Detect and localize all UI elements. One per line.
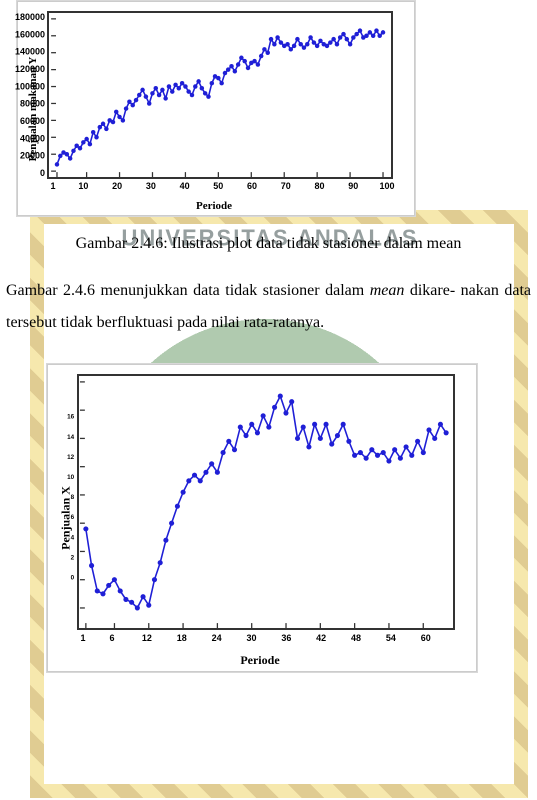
svg-text:12: 12 bbox=[67, 454, 75, 461]
svg-text:160000: 160000 bbox=[15, 29, 45, 39]
chart-2-container: Penjualan X 16121824303642485460 0246810… bbox=[46, 363, 478, 673]
svg-text:1: 1 bbox=[80, 633, 85, 643]
svg-text:0: 0 bbox=[40, 168, 45, 178]
svg-text:120000: 120000 bbox=[15, 64, 45, 74]
svg-text:6: 6 bbox=[110, 633, 115, 643]
svg-text:10: 10 bbox=[67, 474, 75, 481]
chart-2-svg bbox=[79, 376, 453, 628]
chart-2-plot-area bbox=[77, 374, 455, 630]
svg-text:30: 30 bbox=[246, 633, 256, 643]
svg-text:40: 40 bbox=[180, 181, 190, 191]
svg-text:40000: 40000 bbox=[20, 133, 45, 143]
svg-text:140000: 140000 bbox=[15, 47, 45, 57]
chart-1-xticks: 1 10 20 30 40 50 60 70 80 90 100 bbox=[42, 179, 398, 193]
svg-text:16: 16 bbox=[67, 414, 75, 421]
svg-text:80000: 80000 bbox=[20, 99, 45, 109]
chart-1-container: Penjualan makanan Y 11020304050607080901… bbox=[16, 0, 416, 217]
chart-1-plot-area bbox=[47, 11, 393, 179]
svg-text:50: 50 bbox=[213, 181, 223, 191]
svg-text:1: 1 bbox=[50, 181, 55, 191]
svg-text:20: 20 bbox=[112, 181, 122, 191]
svg-text:12: 12 bbox=[142, 633, 152, 643]
svg-text:90: 90 bbox=[348, 181, 358, 191]
svg-text:60: 60 bbox=[421, 633, 431, 643]
svg-text:42: 42 bbox=[316, 633, 326, 643]
chart-1-svg bbox=[49, 13, 391, 177]
svg-text:180000: 180000 bbox=[15, 12, 45, 22]
svg-text:20000: 20000 bbox=[20, 151, 45, 161]
svg-text:24: 24 bbox=[212, 633, 222, 643]
chart-1-yticks: 0 20000 40000 60000 80000 100000 120000 140000 1… bbox=[9, 7, 49, 183]
svg-text:60: 60 bbox=[247, 181, 257, 191]
body-paragraph: Gambar 2.4.6 menunjukkan data tidak stas… bbox=[0, 275, 537, 339]
chart-2-yticks: 0 2 4 6 8 10 12 14 16 bbox=[49, 370, 77, 634]
svg-text:70: 70 bbox=[281, 181, 291, 191]
para-pre: Gambar 2.4.6 menunjukkan data tidak stas… bbox=[6, 282, 370, 299]
svg-text:80: 80 bbox=[315, 181, 325, 191]
svg-text:30: 30 bbox=[146, 181, 156, 191]
svg-text:8: 8 bbox=[71, 494, 75, 501]
chart-1-xlabel: Periode bbox=[27, 200, 401, 212]
svg-text:36: 36 bbox=[281, 633, 291, 643]
svg-text:18: 18 bbox=[177, 633, 187, 643]
para-em: mean bbox=[370, 282, 405, 299]
svg-text:100: 100 bbox=[379, 181, 394, 191]
svg-text:0: 0 bbox=[71, 574, 75, 581]
svg-text:10: 10 bbox=[78, 181, 88, 191]
svg-text:54: 54 bbox=[386, 633, 396, 643]
chart-2-xlabel: Periode bbox=[57, 653, 463, 668]
svg-text:4: 4 bbox=[71, 534, 75, 541]
svg-text:2: 2 bbox=[71, 554, 75, 561]
svg-text:14: 14 bbox=[67, 434, 75, 441]
svg-text:6: 6 bbox=[71, 514, 75, 521]
svg-text:60000: 60000 bbox=[20, 116, 45, 126]
svg-text:48: 48 bbox=[351, 633, 361, 643]
chart-2-xticks: 1 6 12 18 24 30 36 42 48 54 60 bbox=[72, 630, 460, 646]
figure-caption-1: Gambar 2.4.6: Ilustrasi plot data tidak … bbox=[0, 235, 537, 253]
svg-text:100000: 100000 bbox=[15, 81, 45, 91]
